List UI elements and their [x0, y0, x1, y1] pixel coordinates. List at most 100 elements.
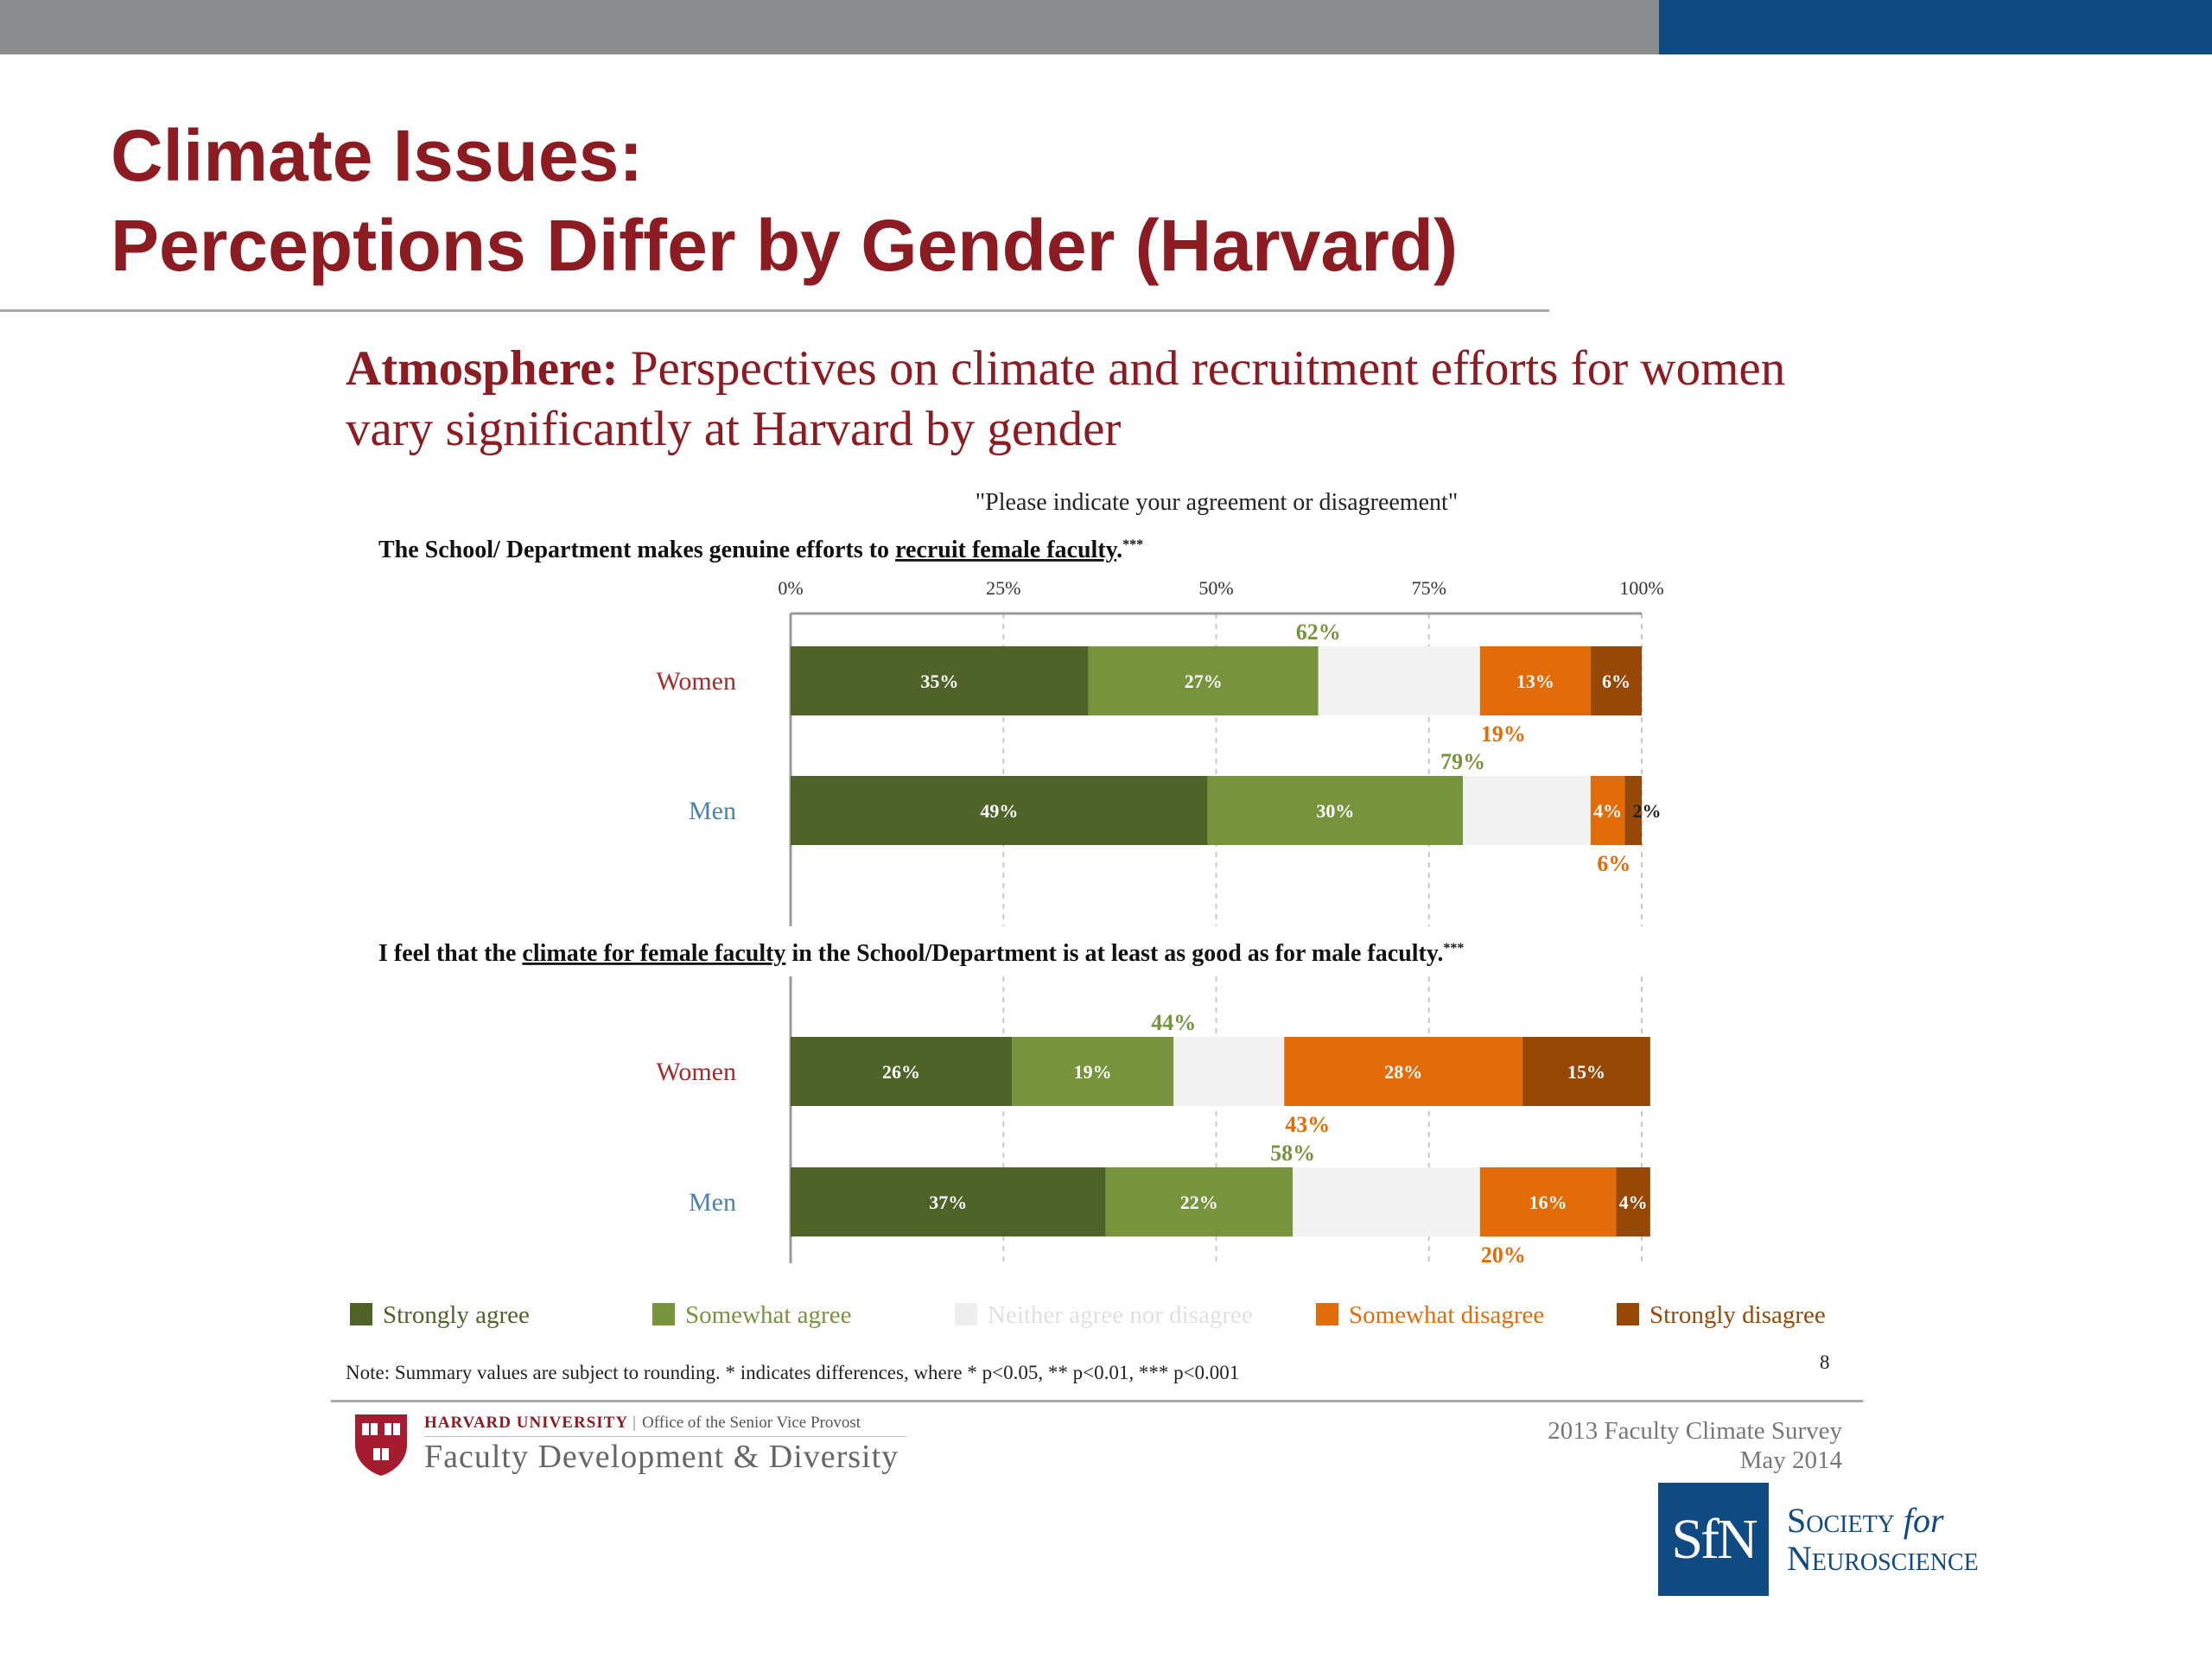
bar-segment — [1590, 646, 1642, 715]
data-label: 2% — [1633, 800, 1662, 822]
legend-somewhat-agree-label: Somewhat agree — [685, 1301, 851, 1329]
agree-total-label: 58% — [1270, 1141, 1315, 1166]
harvard-separator: | — [632, 1414, 637, 1432]
harvard-department-label: Faculty Development & Diversity — [424, 1439, 899, 1475]
sfn-society: Society — [1787, 1501, 1904, 1540]
legend-strongly-agree-swatch — [350, 1303, 372, 1325]
title-divider — [0, 309, 1549, 312]
data-label: 13% — [1516, 671, 1554, 692]
bar-segment — [1590, 776, 1625, 845]
headline-bold: Atmosphere: — [346, 341, 619, 396]
data-label: 19% — [1074, 1061, 1112, 1083]
question-text-part: The School/ Department makes genuine eff… — [378, 537, 895, 563]
disagree-total-label: 43% — [1285, 1112, 1330, 1137]
slide-title-line1: Climate Issues: — [111, 115, 644, 196]
x-tick-label: 75% — [1412, 577, 1446, 599]
harvard-university-name: HARVARD UNIVERSITY — [424, 1414, 628, 1432]
legend-somewhat-disagree-label: Somewhat disagree — [1349, 1301, 1544, 1329]
data-label: 6% — [1602, 671, 1630, 692]
disagree-total-label: 19% — [1481, 721, 1526, 747]
data-label: 30% — [1316, 800, 1354, 822]
bar-segment — [1479, 1167, 1617, 1236]
category-label-women: Women — [656, 667, 736, 696]
harvard-logo-rule — [424, 1436, 906, 1437]
top-bar-blue — [1659, 0, 2212, 54]
bar-segment — [1012, 1037, 1174, 1106]
legend-somewhat-disagree-swatch — [1316, 1303, 1338, 1325]
x-tick-label: 0% — [778, 577, 803, 599]
data-label: 26% — [882, 1061, 920, 1083]
x-tick-label: 50% — [1198, 577, 1233, 599]
slide-title: Climate Issues: Perceptions Differ by Ge… — [111, 111, 1458, 290]
data-label: 4% — [1593, 800, 1622, 822]
category-label-women: Women — [656, 1058, 736, 1086]
bar-segment — [1088, 646, 1319, 715]
page-number: 8 — [1820, 1351, 1830, 1373]
legend-strongly-disagree-swatch — [1617, 1303, 1639, 1325]
survey-prompt: "Please indicate your agreement or disag… — [976, 489, 1459, 516]
data-label: 28% — [1384, 1061, 1422, 1083]
agree-total-label: 44% — [1151, 1010, 1196, 1035]
question-text: I feel that the climate for female facul… — [378, 940, 1464, 967]
sfn-name-line1: Society for — [1787, 1500, 1944, 1541]
question-text-part: I feel that the — [378, 940, 522, 967]
significance-marker: *** — [1122, 537, 1143, 552]
agree-total-label: 79% — [1440, 749, 1485, 774]
legend-neither-swatch — [955, 1303, 977, 1325]
question-text-part: in the School/Department is at least as … — [785, 940, 1443, 967]
data-label: 35% — [920, 671, 958, 692]
bar-segment — [1318, 646, 1480, 715]
bar-segment — [791, 1037, 1013, 1106]
data-label: 37% — [929, 1192, 967, 1213]
footer-divider — [331, 1400, 1863, 1402]
bar-segment — [1616, 1167, 1650, 1236]
bar-segment — [791, 1167, 1106, 1236]
legend-neither-label: Neither agree nor disagree — [988, 1301, 1253, 1329]
bar-segment — [1624, 776, 1642, 845]
harvard-office-label: Office of the Senior Vice Provost — [642, 1414, 861, 1432]
x-tick-label: 25% — [986, 577, 1020, 599]
significance-marker: *** — [1443, 941, 1464, 956]
bar-segment — [1479, 646, 1591, 715]
data-label: 22% — [1180, 1192, 1218, 1213]
bar-segment — [1463, 776, 1591, 845]
bar-segment — [1105, 1167, 1294, 1236]
question-underlined-term: recruit female faculty — [895, 537, 1118, 563]
bar-segment — [1284, 1037, 1523, 1106]
data-label: 49% — [980, 800, 1018, 822]
sfn-logo-icon: SfN — [1658, 1483, 1769, 1596]
harvard-university-label: HARVARD UNIVERSITY | — [424, 1414, 637, 1433]
top-bar-gray — [0, 0, 1659, 54]
data-label: 27% — [1185, 671, 1223, 692]
bar-segment — [1207, 776, 1464, 845]
data-label: 16% — [1529, 1192, 1567, 1213]
headline-text: Perspectives on climate and recruitment … — [346, 341, 1786, 456]
bar-segment — [1293, 1167, 1480, 1236]
bar-segment — [791, 646, 1089, 715]
data-label: 4% — [1619, 1192, 1648, 1213]
question-text-part: . — [1116, 537, 1122, 563]
agree-total-label: 62% — [1296, 620, 1341, 645]
x-tick-label: 100% — [1619, 577, 1663, 599]
category-label-men: Men — [689, 797, 736, 825]
slide-title-line2: Perceptions Differ by Gender (Harvard) — [111, 205, 1459, 286]
sfn-for: for — [1903, 1501, 1944, 1540]
legend-strongly-disagree-label: Strongly disagree — [1649, 1301, 1826, 1329]
sfn-name-line2: Neuroscience — [1787, 1539, 1979, 1578]
disagree-total-label: 20% — [1481, 1243, 1526, 1268]
bar-segment — [1173, 1037, 1285, 1106]
slide-headline: Atmosphere: Perspectives on climate and … — [346, 339, 1866, 460]
bar-segment — [1522, 1037, 1650, 1106]
bar-segment — [791, 776, 1208, 845]
question-text: The School/ Department makes genuine eff… — [378, 537, 1143, 563]
disagree-total-label: 6% — [1597, 851, 1630, 876]
survey-name: 2013 Faculty Climate Survey — [1548, 1417, 1842, 1445]
survey-date: May 2014 — [1739, 1446, 1842, 1474]
legend-strongly-agree-label: Strongly agree — [383, 1301, 530, 1329]
category-label-men: Men — [689, 1188, 736, 1217]
harvard-shield-icon — [355, 1414, 407, 1476]
data-label: 15% — [1567, 1061, 1605, 1083]
legend-somewhat-agree-swatch — [652, 1303, 675, 1325]
question-underlined-term: climate for female faculty — [522, 940, 785, 967]
